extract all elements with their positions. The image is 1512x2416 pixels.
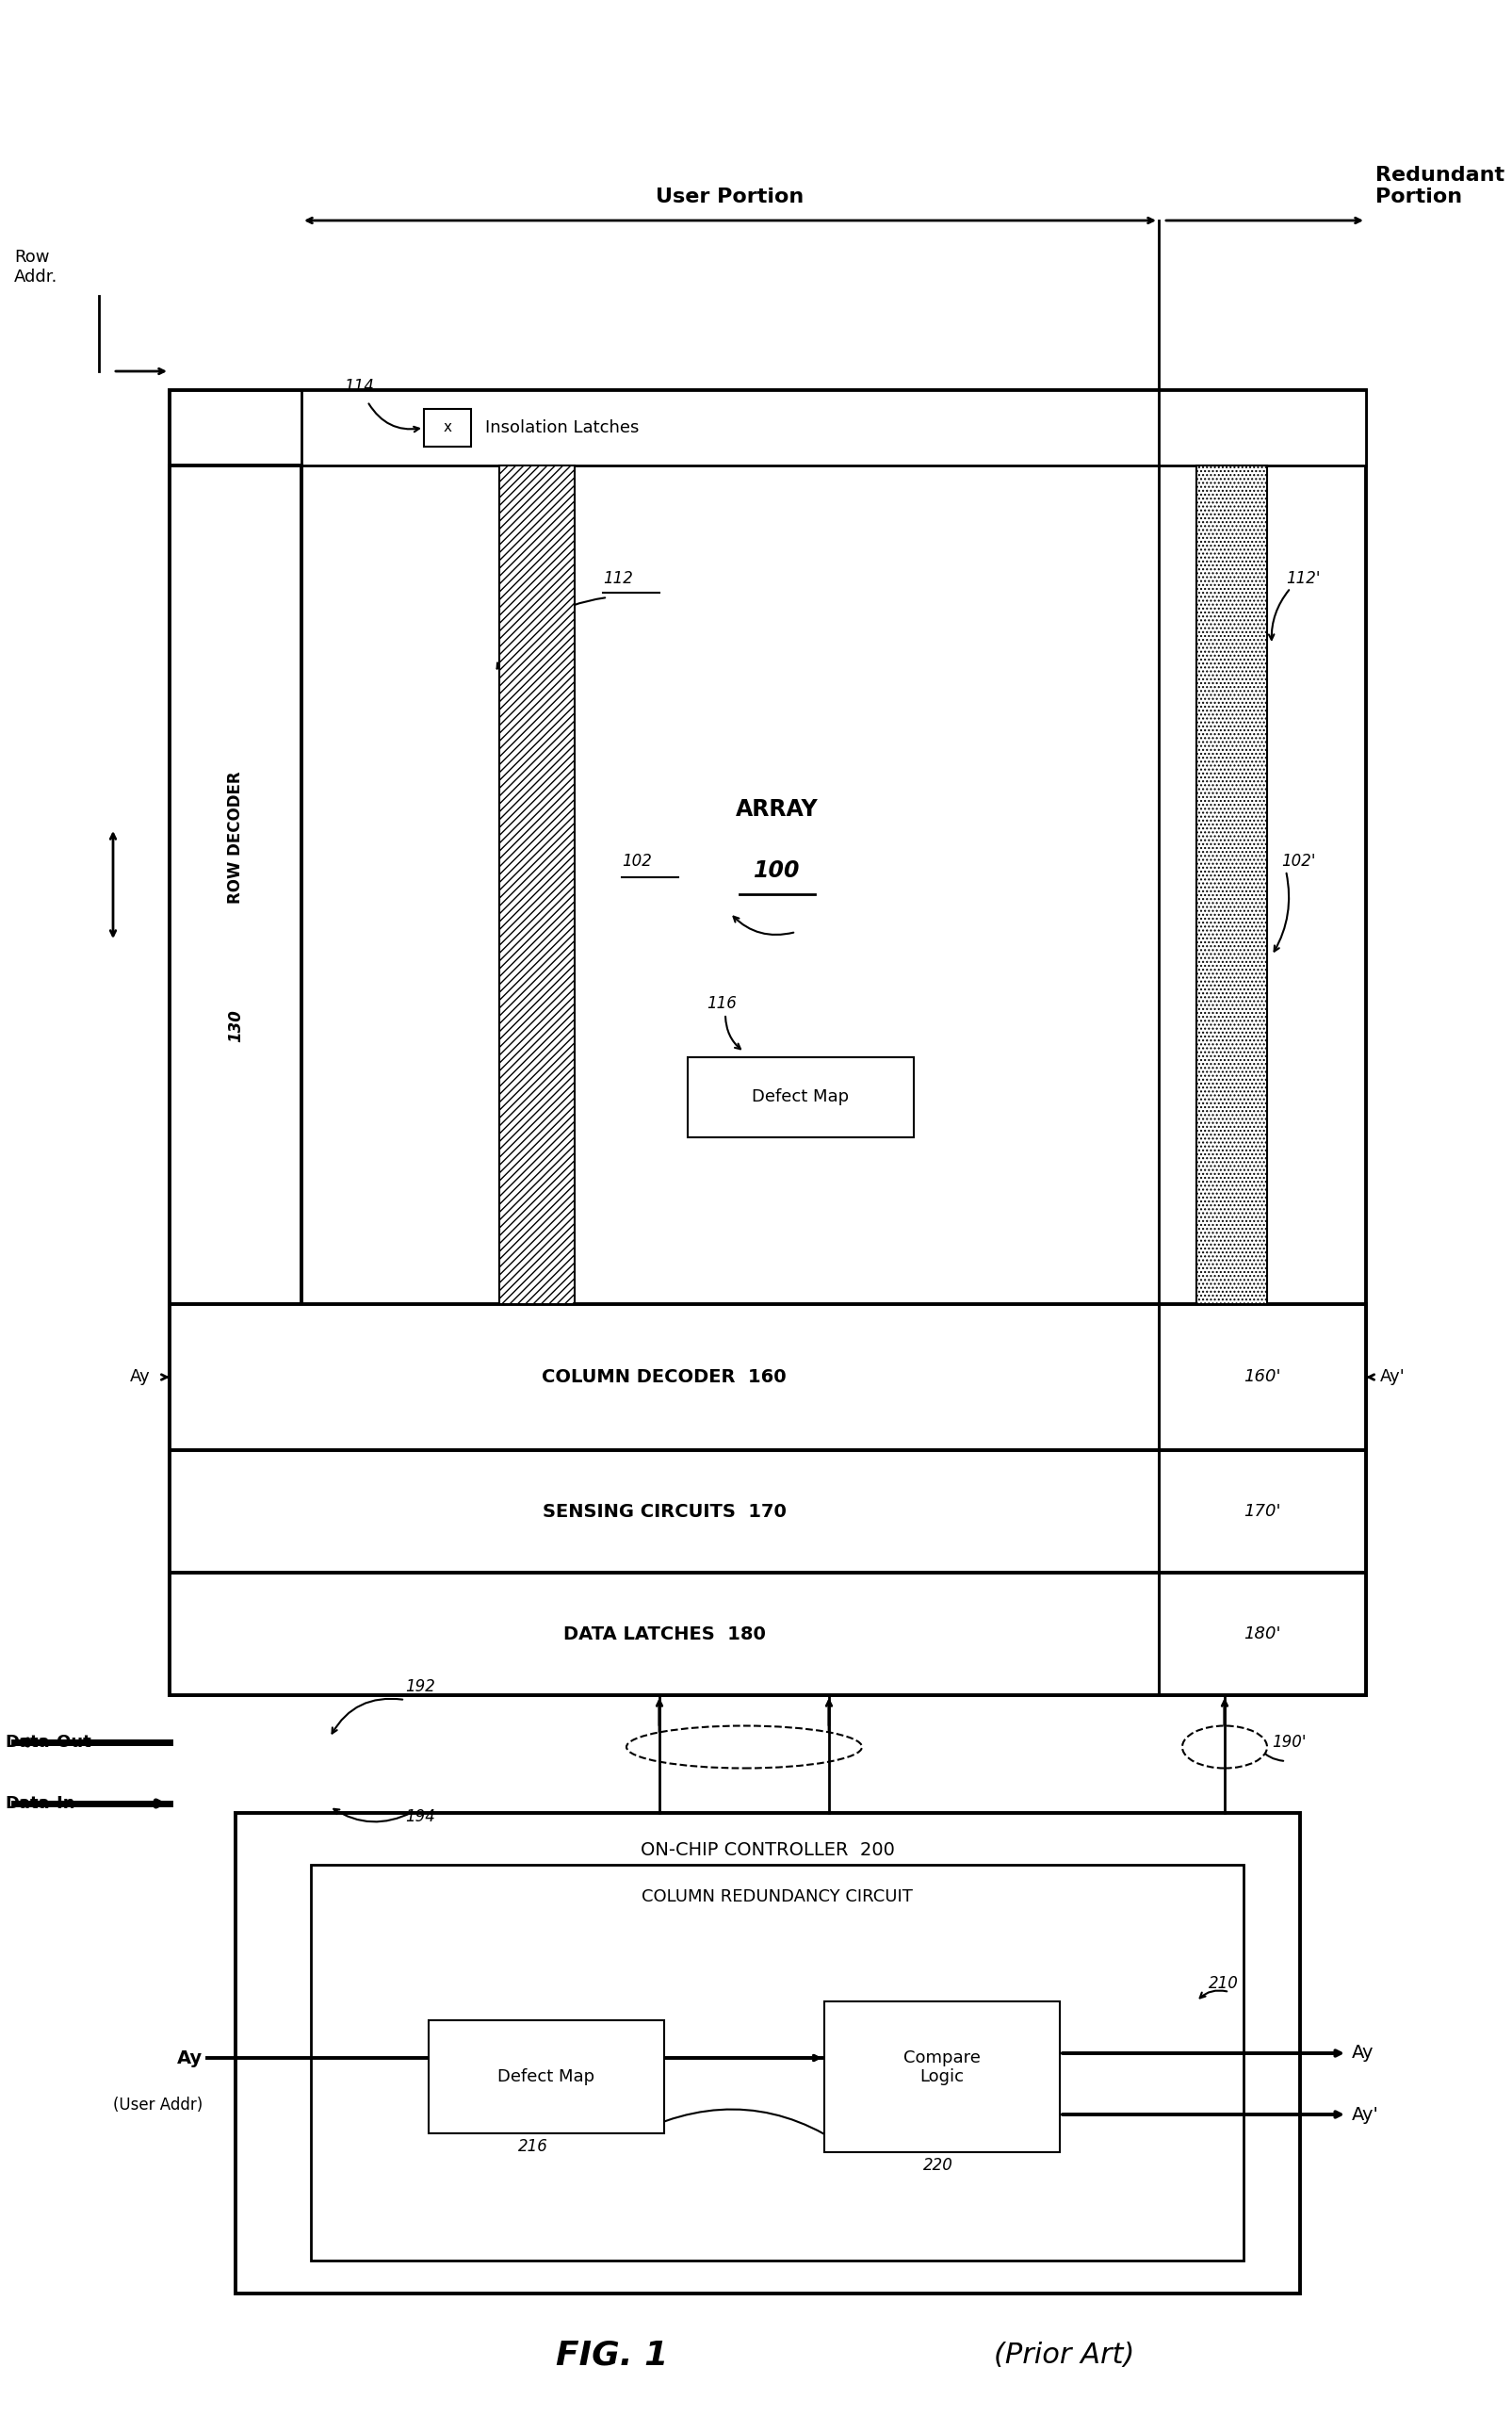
Text: 112': 112' — [1285, 570, 1320, 587]
Text: Row
Addr.: Row Addr. — [14, 249, 57, 285]
Ellipse shape — [1182, 1725, 1267, 1769]
Bar — [301, 389, 1365, 466]
Text: 194: 194 — [405, 1807, 435, 1824]
Text: Data-Out: Data-Out — [5, 1735, 91, 1752]
Text: Compare
Logic: Compare Logic — [904, 2049, 981, 2085]
Bar — [1196, 466, 1267, 1305]
Bar — [169, 1305, 1365, 1450]
Text: Redundant
Portion: Redundant Portion — [1376, 167, 1504, 205]
Text: DATA LATCHES  180: DATA LATCHES 180 — [562, 1626, 765, 1643]
Text: 190: 190 — [806, 1735, 836, 1752]
Bar — [824, 2000, 1060, 2153]
Text: Ay: Ay — [1352, 2044, 1374, 2063]
Text: 160': 160' — [1244, 1367, 1281, 1387]
Bar — [169, 1573, 1365, 1696]
Text: 114: 114 — [343, 377, 373, 394]
Bar — [428, 2020, 664, 2133]
Text: 130: 130 — [227, 1010, 243, 1044]
Text: COLUMN REDUNDANCY CIRCUIT: COLUMN REDUNDANCY CIRCUIT — [641, 1889, 913, 1906]
Text: 112: 112 — [603, 570, 634, 587]
Text: SENSING CIRCUITS  170: SENSING CIRCUITS 170 — [543, 1503, 786, 1520]
Bar — [236, 1812, 1300, 2293]
Text: Ay': Ay' — [1352, 2104, 1379, 2124]
Text: COLUMN DECODER  160: COLUMN DECODER 160 — [541, 1367, 786, 1387]
Bar — [169, 466, 301, 1305]
Bar — [499, 466, 575, 1305]
Text: Ay: Ay — [130, 1367, 151, 1387]
Text: Ay: Ay — [177, 2049, 203, 2066]
Text: 190': 190' — [1272, 1735, 1306, 1752]
Text: Substitute Column: Substitute Column — [1226, 831, 1238, 940]
Bar — [311, 1865, 1243, 2261]
Text: FIG. 1: FIG. 1 — [556, 2339, 668, 2370]
Text: User Portion: User Portion — [656, 188, 804, 205]
Text: (Prior Art): (Prior Art) — [995, 2341, 1136, 2368]
Text: Defect Map: Defect Map — [751, 1087, 850, 1104]
Text: 102: 102 — [621, 853, 652, 870]
Text: 100: 100 — [754, 860, 800, 882]
Bar — [688, 1056, 913, 1138]
Bar — [169, 1450, 1365, 1573]
Text: (User Addr): (User Addr) — [113, 2097, 203, 2114]
Text: ON-CHIP CONTROLLER  200: ON-CHIP CONTROLLER 200 — [641, 1841, 895, 1860]
Bar — [169, 389, 1365, 1696]
Text: ROW DECODER: ROW DECODER — [227, 771, 243, 904]
Text: 220: 220 — [924, 2157, 953, 2174]
Ellipse shape — [626, 1725, 862, 1769]
Text: Ay': Ay' — [1380, 1367, 1405, 1387]
Text: Data-In: Data-In — [5, 1795, 76, 1812]
Text: 102': 102' — [1281, 853, 1315, 870]
Text: 180': 180' — [1244, 1626, 1281, 1643]
Text: Insolation Latches: Insolation Latches — [485, 420, 640, 437]
Text: 170': 170' — [1244, 1503, 1281, 1520]
Text: 210: 210 — [1208, 1974, 1238, 1991]
Bar — [423, 408, 472, 447]
Text: 116: 116 — [706, 995, 736, 1012]
Text: x: x — [443, 420, 452, 435]
Text: Defect Map: Defect Map — [497, 2068, 594, 2085]
Text: 192: 192 — [405, 1679, 435, 1696]
Text: ARRAY: ARRAY — [736, 797, 818, 821]
Text: 216: 216 — [519, 2138, 549, 2155]
Text: Defective Column: Defective Column — [531, 831, 543, 937]
